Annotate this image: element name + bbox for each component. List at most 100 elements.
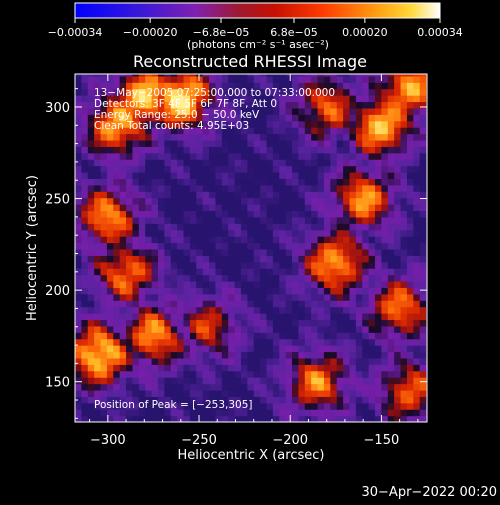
heatmap-cell [138, 88, 146, 96]
heatmap-cell [164, 261, 172, 269]
heatmap-cell [260, 351, 268, 359]
heatmap-cell [94, 75, 102, 83]
heatmap-cell [298, 351, 306, 359]
heatmap-cell [221, 345, 229, 353]
heatmap-cell [355, 261, 363, 269]
heatmap-cell [209, 332, 217, 340]
heatmap-cell [209, 178, 217, 186]
heatmap-cell [126, 325, 134, 333]
heatmap-cell [311, 325, 319, 333]
heatmap-cell [279, 287, 287, 295]
heatmap-cell [394, 95, 402, 103]
heatmap-cell [394, 261, 402, 269]
heatmap-cell [100, 351, 108, 359]
heatmap-cell [87, 75, 95, 83]
heatmap-cell [132, 300, 140, 308]
heatmap-cell [304, 223, 312, 231]
heatmap-cell [240, 95, 248, 103]
heatmap-cell [317, 229, 325, 237]
heatmap-cell [151, 139, 159, 147]
heatmap-cell [177, 74, 185, 77]
heatmap-cell [266, 75, 274, 83]
heatmap-cell [138, 159, 146, 167]
heatmap-cell [368, 88, 376, 96]
heatmap-cell [311, 216, 319, 224]
heatmap-cell [196, 325, 204, 333]
heatmap-cell [132, 229, 140, 237]
heatmap-cell [394, 313, 402, 321]
heatmap-cell [253, 325, 261, 333]
heatmap-cell [292, 101, 300, 109]
heatmap-cell [375, 409, 383, 417]
heatmap-cell [266, 88, 274, 96]
heatmap-cell [145, 127, 153, 135]
heatmap-cell [311, 95, 319, 103]
heatmap-cell [221, 146, 229, 154]
heatmap-cell [215, 107, 223, 115]
heatmap-cell [343, 319, 351, 327]
heatmap-cell [375, 402, 383, 410]
heatmap-cell [202, 165, 210, 173]
heatmap-cell [81, 197, 89, 205]
heatmap-cell [355, 95, 363, 103]
heatmap-cell [81, 255, 89, 263]
heatmap-cell [304, 409, 312, 417]
heatmap-cell [164, 242, 172, 250]
heatmap-cell [368, 325, 376, 333]
heatmap-cell [177, 268, 185, 276]
heatmap-cell [413, 127, 421, 135]
heatmap-cell [368, 274, 376, 282]
heatmap-cell [177, 261, 185, 269]
heatmap-cell [279, 127, 287, 135]
heatmap-cell [221, 364, 229, 372]
heatmap-cell [234, 82, 242, 90]
heatmap-cell [132, 280, 140, 288]
heatmap-cell [394, 402, 402, 410]
heatmap-cell [304, 268, 312, 276]
heatmap-cell [145, 409, 153, 417]
heatmap-cell [419, 184, 427, 192]
heatmap-cell [394, 133, 402, 141]
heatmap-cell [253, 197, 261, 205]
heatmap-cell [247, 120, 255, 128]
heatmap-cell [260, 127, 268, 135]
heatmap-cell [94, 82, 102, 90]
y-tick-label: 250 [45, 193, 70, 208]
heatmap-cell [81, 133, 89, 141]
heatmap-cell [298, 223, 306, 231]
heatmap-cell [94, 139, 102, 147]
heatmap-cell [349, 236, 357, 244]
heatmap-cell [215, 101, 223, 109]
heatmap-cell [189, 383, 197, 391]
heatmap-cell [375, 313, 383, 321]
heatmap-cell [151, 229, 159, 237]
heatmap-cell [240, 120, 248, 128]
heatmap-cell [317, 300, 325, 308]
heatmap-cell [81, 204, 89, 212]
heatmap-cell [100, 178, 108, 186]
heatmap-cell [343, 274, 351, 282]
heatmap-cell [196, 319, 204, 327]
heatmap-cell [100, 223, 108, 231]
heatmap-cell [202, 223, 210, 231]
heatmap-cell [100, 319, 108, 327]
heatmap-cell [260, 133, 268, 141]
heatmap-cell [394, 357, 402, 365]
heatmap-cell [285, 74, 293, 77]
heatmap-cell [260, 88, 268, 96]
heatmap-cell [304, 325, 312, 333]
heatmap-cell [387, 268, 395, 276]
heatmap-cell [272, 248, 280, 256]
heatmap-cell [81, 171, 89, 179]
heatmap-cell [330, 357, 338, 365]
heatmap-cell [247, 152, 255, 160]
heatmap-cell [240, 364, 248, 372]
heatmap-cell [285, 300, 293, 308]
heatmap-cell [164, 345, 172, 353]
heatmap-cell [330, 274, 338, 282]
heatmap-cell [196, 293, 204, 301]
heatmap-cell [170, 204, 178, 212]
heatmap-cell [126, 127, 134, 135]
heatmap-cell [381, 280, 389, 288]
heatmap-cell [323, 415, 331, 422]
